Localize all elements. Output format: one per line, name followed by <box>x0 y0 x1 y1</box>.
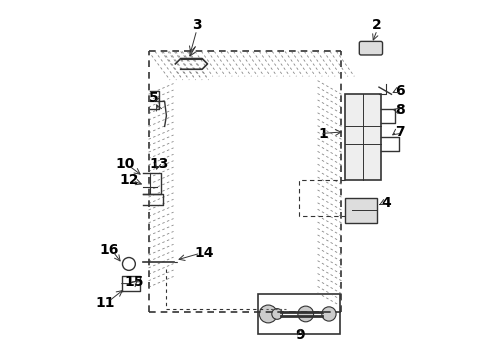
Text: 2: 2 <box>372 18 382 32</box>
Text: 14: 14 <box>194 246 214 260</box>
Text: 16: 16 <box>99 243 119 257</box>
Text: 7: 7 <box>395 125 405 139</box>
Circle shape <box>259 305 277 323</box>
Text: 15: 15 <box>124 275 144 289</box>
Text: 9: 9 <box>295 328 305 342</box>
Text: 1: 1 <box>318 127 328 140</box>
Bar <box>345 198 377 223</box>
Circle shape <box>122 257 135 270</box>
Text: 11: 11 <box>95 296 115 310</box>
Circle shape <box>298 306 314 322</box>
FancyBboxPatch shape <box>359 41 383 55</box>
Text: 10: 10 <box>116 157 135 171</box>
Circle shape <box>272 309 283 319</box>
Bar <box>345 94 381 180</box>
Text: 5: 5 <box>149 91 159 105</box>
FancyBboxPatch shape <box>258 294 340 334</box>
Text: 13: 13 <box>149 157 169 171</box>
Text: 3: 3 <box>192 18 201 32</box>
Text: 6: 6 <box>395 84 405 98</box>
Circle shape <box>322 307 336 321</box>
Text: 4: 4 <box>381 196 391 210</box>
Text: 8: 8 <box>395 103 405 117</box>
Text: 12: 12 <box>119 173 139 187</box>
